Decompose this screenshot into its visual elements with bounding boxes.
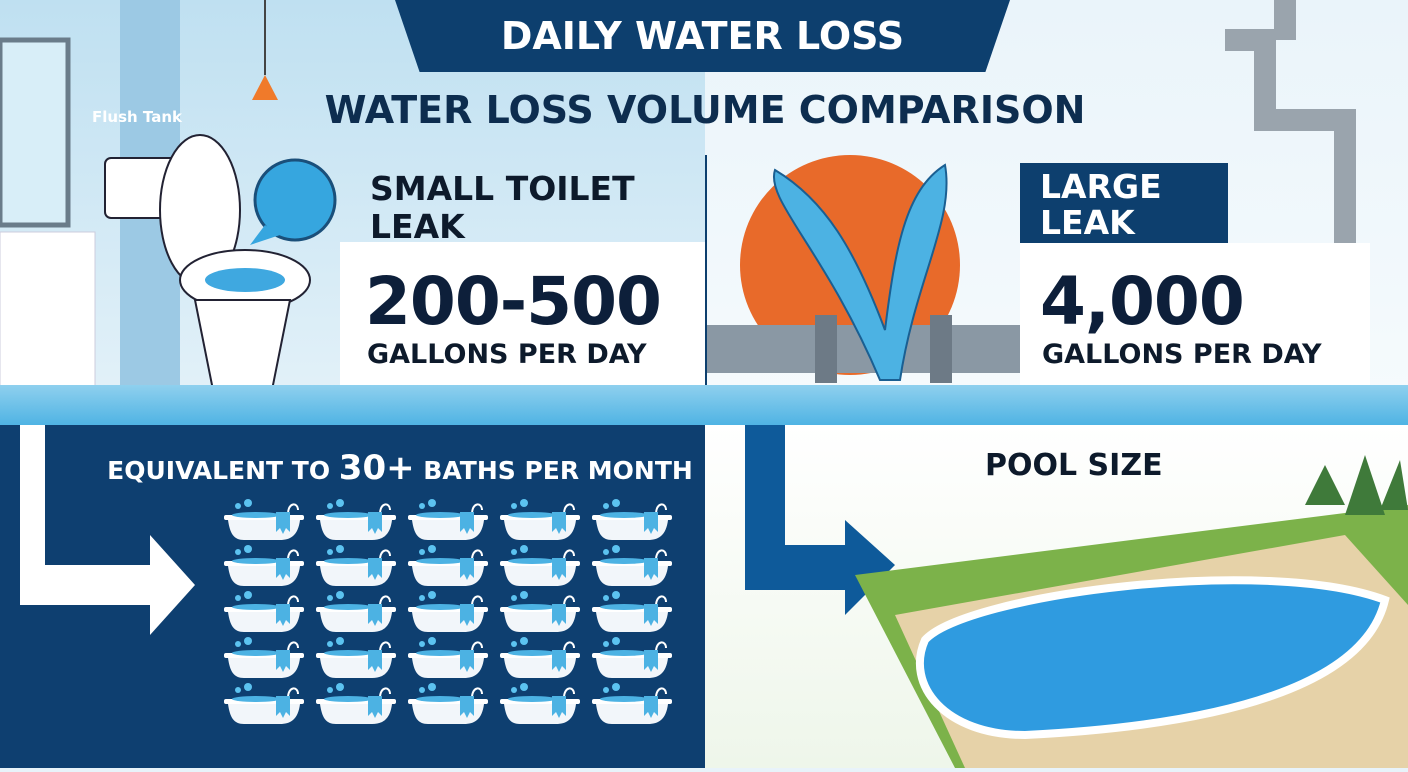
large-leak-panel: 4,000 GALLONS PER DAY xyxy=(1020,243,1370,385)
bathtub-icon xyxy=(588,590,674,636)
bathtub-icon xyxy=(496,498,582,544)
burst-pipe-illustration xyxy=(705,0,1356,383)
subtitle: WATER LOSS VOLUME COMPARISON xyxy=(324,88,1086,132)
bathtub-icon xyxy=(404,498,490,544)
bathtub-icon xyxy=(220,498,306,544)
pool-illustration xyxy=(745,425,1408,768)
bathtub-icon xyxy=(588,544,674,590)
pool-section xyxy=(705,425,1408,768)
small-leak-amount: 200-500 xyxy=(365,263,662,340)
large-leak-label-line1: LARGE xyxy=(1040,167,1162,206)
bathtub-icon xyxy=(404,636,490,682)
toilet-illustration xyxy=(0,0,337,425)
bathtub-icon xyxy=(404,590,490,636)
equivalent-suffix: BATHS PER MONTH xyxy=(414,456,693,485)
flush-tank-label: Flush Tank xyxy=(92,108,182,126)
bathtub-icon xyxy=(404,682,490,728)
bathtub-icon xyxy=(496,682,582,728)
bathtub-icon xyxy=(312,544,398,590)
bathtub-icon xyxy=(588,636,674,682)
bathtub-icon xyxy=(220,544,306,590)
bathtub-icon xyxy=(496,590,582,636)
small-leak-label-line2: LEAK xyxy=(370,207,465,246)
equivalent-text: EQUIVALENT TO 30+ BATHS PER MONTH xyxy=(100,448,700,488)
small-leak-panel: 200-500 GALLONS PER DAY xyxy=(340,242,705,385)
equivalent-prefix: EQUIVALENT TO xyxy=(107,456,339,485)
water-strip xyxy=(0,385,1408,427)
equivalent-number: 30+ xyxy=(338,448,415,488)
arrow-right-icon xyxy=(20,425,195,635)
large-leak-unit: GALLONS PER DAY xyxy=(1042,339,1322,370)
bathtub-icon xyxy=(312,498,398,544)
bathtub-icon xyxy=(220,636,306,682)
large-leak-label-line2: LEAK xyxy=(1040,203,1135,242)
bathtub-icon xyxy=(220,682,306,728)
bathtub-icon xyxy=(496,544,582,590)
large-leak-amount: 4,000 xyxy=(1040,263,1245,340)
small-leak-label: SMALL TOILET LEAK xyxy=(370,170,635,246)
small-leak-unit: GALLONS PER DAY xyxy=(367,339,647,370)
bathtub-icon xyxy=(312,682,398,728)
bathtub-grid xyxy=(220,498,674,728)
bathtub-icon xyxy=(404,544,490,590)
bathtub-icon xyxy=(588,498,674,544)
large-leak-label: LARGE LEAK xyxy=(1020,163,1228,243)
bathtub-icon xyxy=(312,590,398,636)
title-banner: DAILY WATER LOSS xyxy=(395,0,1010,72)
bathtub-icon xyxy=(496,636,582,682)
bathtub-icon xyxy=(588,682,674,728)
small-leak-label-line1: SMALL TOILET xyxy=(370,169,635,208)
bathtub-icon xyxy=(312,636,398,682)
pool-size-label: POOL SIZE xyxy=(985,448,1163,483)
divider xyxy=(705,155,707,385)
bathtub-icon xyxy=(220,590,306,636)
